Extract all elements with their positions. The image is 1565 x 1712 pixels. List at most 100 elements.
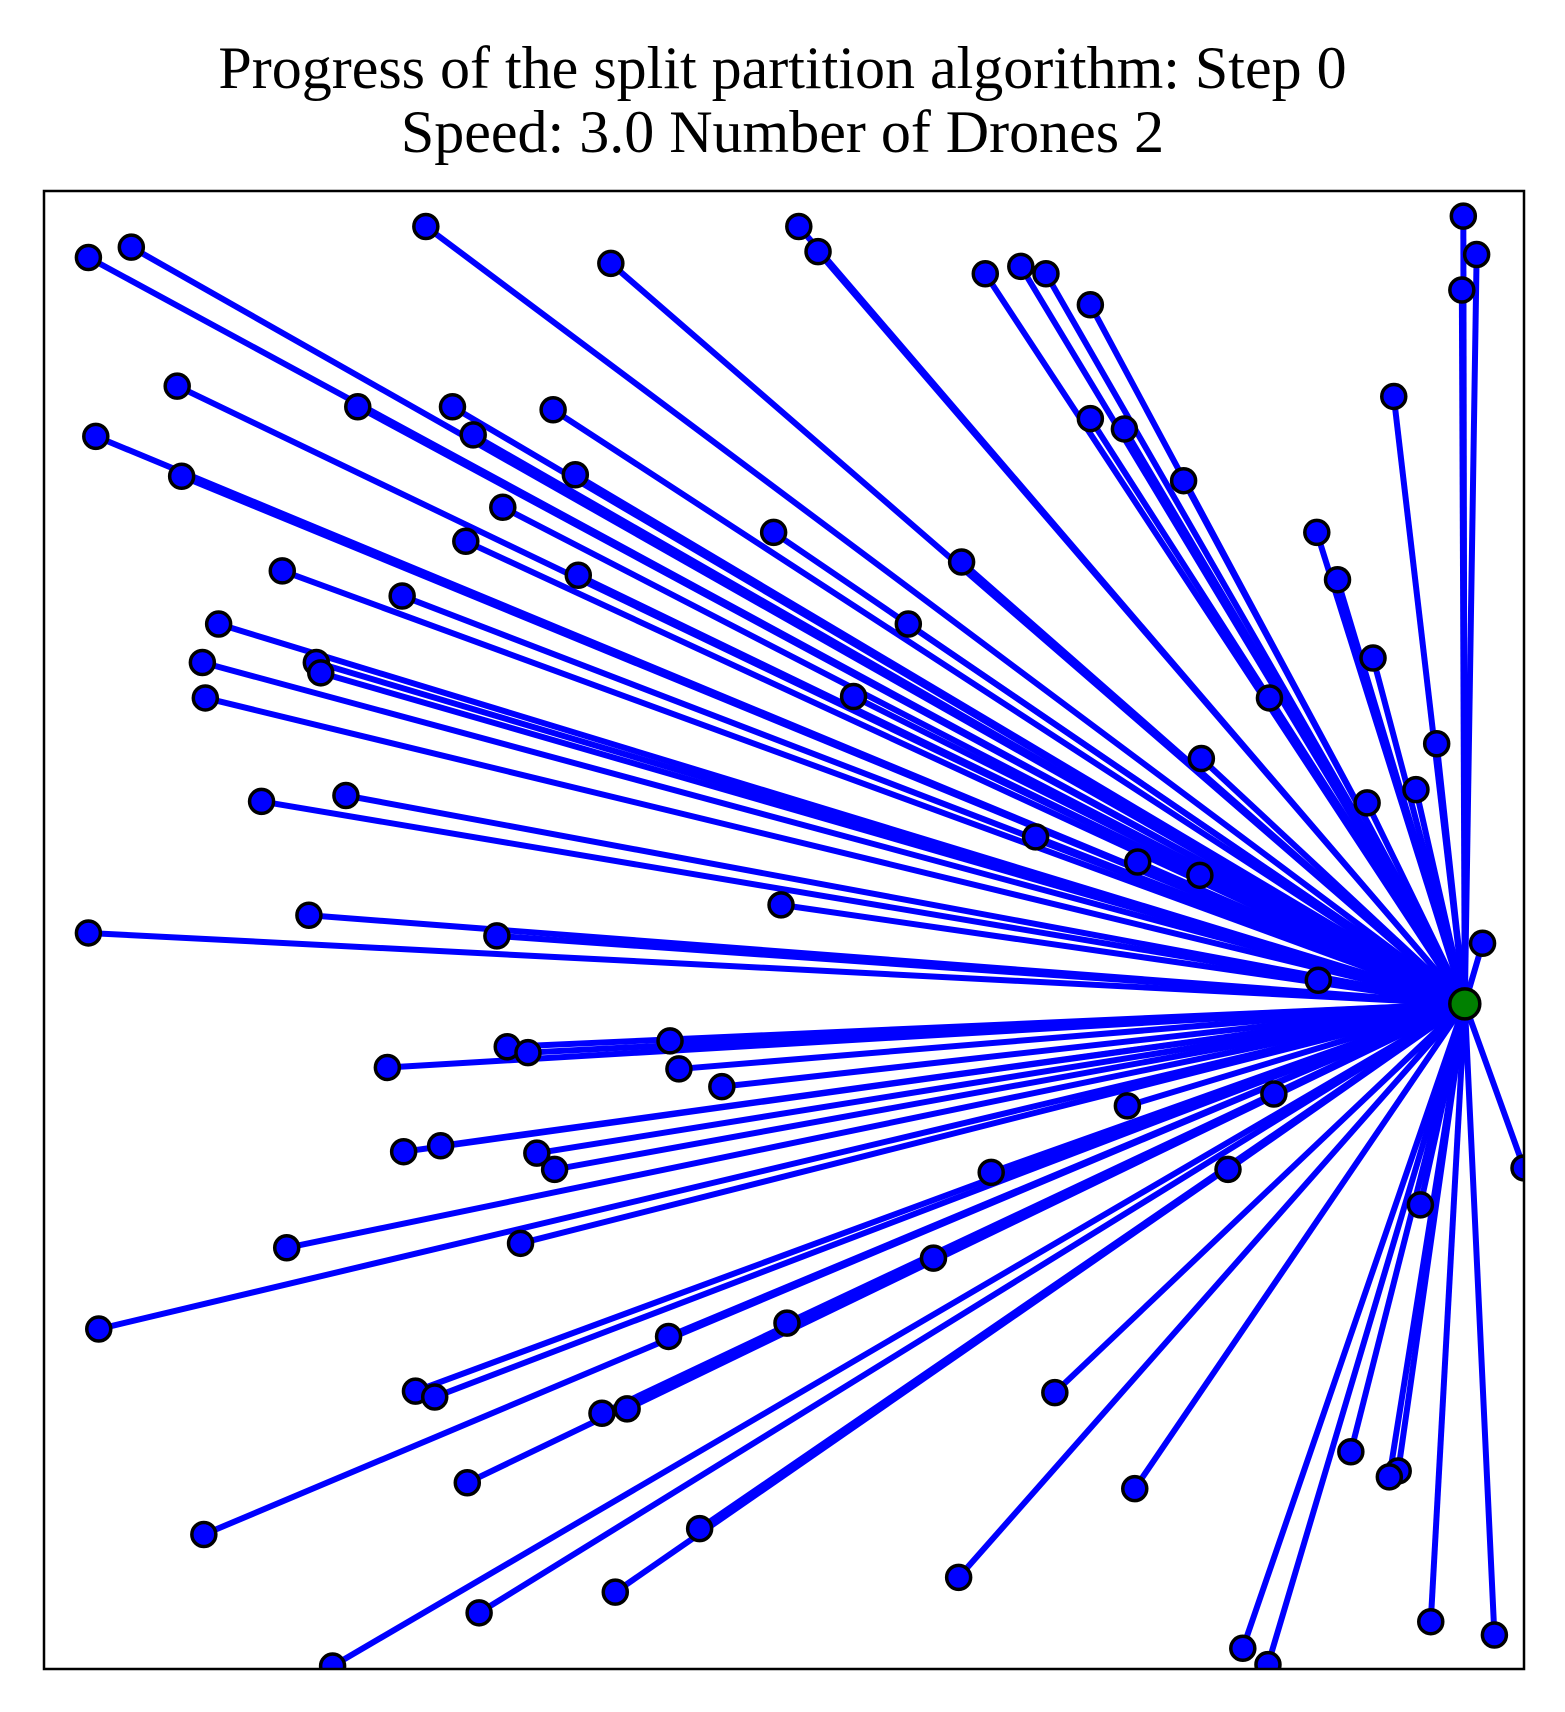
connection-line (204, 695, 1466, 1007)
data-point (1110, 415, 1139, 443)
data-point (412, 212, 440, 241)
data-point (665, 1055, 693, 1083)
connection-line (387, 1000, 1465, 1071)
connection-line (201, 659, 1466, 1007)
data-point (438, 393, 467, 421)
data-point (947, 548, 976, 576)
data-point (247, 787, 276, 816)
data-point (373, 1053, 402, 1082)
data-point (388, 582, 416, 610)
data-point (804, 237, 832, 266)
data-point (1375, 1463, 1404, 1491)
connection-line (573, 472, 1467, 1007)
data-point (523, 1139, 551, 1167)
connection-line (496, 932, 1466, 1007)
depot-point (1448, 987, 1482, 1021)
connection-line (815, 249, 1468, 1006)
data-point (204, 610, 233, 638)
data-point (759, 518, 788, 547)
connection-line (906, 621, 1467, 1007)
chart-subtitle: Speed: 3.0 Number of Drones 2 (400, 99, 1165, 165)
connection-line (180, 473, 1466, 1007)
data-points (74, 202, 1524, 1669)
connection-line (1052, 1001, 1467, 1395)
data-point (1007, 252, 1035, 281)
connection-line (403, 1000, 1466, 1155)
data-point (163, 372, 191, 400)
connection-line (1347, 1003, 1468, 1453)
data-point (420, 1383, 449, 1411)
connection-line (1427, 1003, 1468, 1622)
connection-line (1266, 696, 1468, 1006)
data-point (1169, 466, 1198, 495)
connection-line (678, 1000, 1466, 1072)
connection-line (1239, 1002, 1468, 1650)
data-point (190, 1520, 218, 1549)
chart-title: Progress of the split partition algorith… (218, 35, 1347, 101)
data-point (1186, 861, 1214, 890)
data-point (767, 891, 795, 919)
data-point (191, 684, 220, 712)
data-point (1260, 1080, 1288, 1108)
connection-lines (86, 216, 1524, 1669)
connection-line (1180, 479, 1468, 1006)
connection-line (424, 224, 1467, 1007)
data-point (656, 1027, 684, 1055)
data-point (919, 1244, 948, 1272)
data-point (977, 1158, 1005, 1187)
connection-line (345, 792, 1466, 1007)
data-point (1468, 929, 1497, 958)
connection-line (464, 538, 1467, 1007)
connection-line (261, 798, 1466, 1007)
data-point (1353, 789, 1381, 817)
data-point (1187, 744, 1216, 773)
connection-line (281, 568, 1466, 1007)
data-point (85, 1315, 113, 1343)
data-point (1323, 565, 1352, 594)
connection-line (536, 1000, 1466, 1157)
data-point (613, 1395, 641, 1423)
connection-line (1461, 1003, 1498, 1636)
data-point (1123, 848, 1152, 876)
connection-line (331, 1001, 1467, 1669)
data-point (1402, 775, 1430, 804)
data-point (1214, 1155, 1242, 1184)
data-point (1359, 644, 1387, 672)
data-point (1304, 966, 1333, 995)
data-point (1303, 518, 1331, 547)
connection-line (613, 1001, 1467, 1595)
data-point (1422, 730, 1451, 758)
connection-line (1413, 788, 1468, 1005)
data-point (188, 648, 217, 677)
data-point (426, 1132, 455, 1160)
data-point (1337, 1437, 1365, 1466)
depot-marker-group (1448, 987, 1482, 1021)
connection-line (1198, 872, 1467, 1007)
connection-line (1433, 743, 1468, 1005)
connection-line (956, 1001, 1468, 1580)
data-point (1121, 1474, 1149, 1503)
connection-line (551, 407, 1467, 1007)
data-point (1380, 382, 1408, 411)
connection-line (1132, 1002, 1468, 1491)
data-point (167, 462, 196, 491)
connection-line (98, 1000, 1466, 1332)
data-point (452, 527, 480, 556)
connection-line (1121, 427, 1468, 1006)
data-point (1254, 1650, 1282, 1669)
data-point (894, 610, 923, 638)
data-point (708, 1072, 736, 1101)
data-point (839, 682, 868, 711)
connection-line (477, 1001, 1467, 1616)
connection-line (433, 1001, 1466, 1400)
data-point (773, 1309, 801, 1337)
data-point (564, 561, 593, 590)
data-point (117, 233, 146, 261)
connection-line (202, 1001, 1466, 1538)
data-point (74, 243, 103, 272)
connection-line (1265, 1003, 1468, 1666)
data-point (506, 1229, 535, 1258)
connection-line (959, 559, 1467, 1007)
data-point (514, 1038, 542, 1067)
data-point (74, 919, 103, 947)
